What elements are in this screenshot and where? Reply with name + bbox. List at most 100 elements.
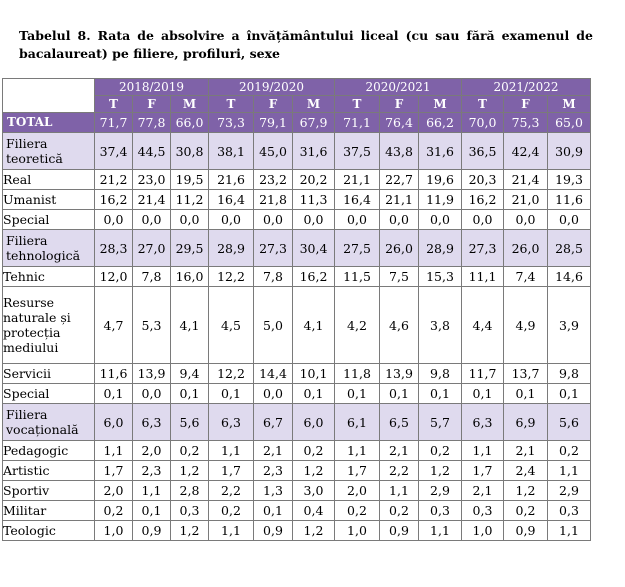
value-cell: 11,6 (547, 189, 591, 210)
value-cell: 12,2 (208, 266, 254, 287)
value-cell: 0,1 (208, 383, 254, 404)
value-cell: 1,2 (292, 520, 335, 541)
value-cell: 16,2 (292, 266, 335, 287)
value-cell: 5,6 (547, 403, 591, 441)
table-row: Umanist 16,2 21,4 11,2 16,4 21,8 11,3 16,4 21,1 1… (2, 189, 591, 210)
value-cell: 1,1 (334, 440, 380, 461)
value-cell: 1,7 (94, 460, 133, 481)
row-label: Tehnic (2, 266, 95, 287)
value-cell: 0,2 (94, 500, 133, 521)
value-cell: 0,9 (503, 520, 548, 541)
value-cell: 0,9 (132, 520, 171, 541)
value-cell: 31,6 (418, 132, 462, 170)
value-cell: 0,3 (418, 500, 462, 521)
value-cell: 12,2 (208, 363, 254, 384)
value-cell: 75,3 (503, 112, 548, 133)
value-cell: 0,2 (379, 500, 419, 521)
value-cell: 21,8 (253, 189, 293, 210)
value-cell: 38,1 (208, 132, 254, 170)
value-cell: 29,5 (170, 229, 209, 267)
value-cell: 22,7 (379, 169, 419, 190)
sex-header: M (418, 95, 462, 113)
value-cell: 4,4 (461, 286, 504, 364)
value-cell: 21,2 (94, 169, 133, 190)
value-cell: 7,5 (379, 266, 419, 287)
value-cell: 5,0 (253, 286, 293, 364)
value-cell: 71,1 (334, 112, 380, 133)
value-cell: 0,4 (292, 500, 335, 521)
value-cell: 6,3 (461, 403, 504, 441)
value-cell: 0,0 (334, 209, 380, 230)
value-cell: 11,9 (418, 189, 462, 210)
value-cell: 0,9 (253, 520, 293, 541)
value-cell: 21,4 (132, 189, 171, 210)
value-cell: 2,1 (379, 440, 419, 461)
row-label: Umanist (2, 189, 95, 210)
value-cell: 45,0 (253, 132, 293, 170)
value-cell: 67,9 (292, 112, 335, 133)
value-cell: 65,0 (547, 112, 591, 133)
value-cell: 2,2 (208, 480, 254, 501)
table-row: Sportiv 2,0 1,1 2,8 2,2 1,3 3,0 2,0 1,1 2,9 2,1 1,2… (2, 480, 591, 501)
value-cell: 0,1 (379, 383, 419, 404)
value-cell: 1,1 (418, 520, 462, 541)
value-cell: 27,0 (132, 229, 171, 267)
value-cell: 4,5 (208, 286, 254, 364)
value-cell: 0,0 (547, 209, 591, 230)
value-cell: 1,0 (461, 520, 504, 541)
value-cell: 0,1 (503, 383, 548, 404)
table-row: Militar 0,2 0,1 0,3 0,2 0,1 0,4 0,2 0,2 0,3 0,3 0,2… (2, 500, 591, 521)
year-header: 2019/2020 (208, 78, 335, 96)
value-cell: 16,2 (461, 189, 504, 210)
row-label: Sportiv (2, 480, 95, 501)
value-cell: 19,3 (547, 169, 591, 190)
value-cell: 1,7 (461, 460, 504, 481)
value-cell: 4,1 (292, 286, 335, 364)
value-cell: 0,0 (292, 209, 335, 230)
sex-header: F (253, 95, 293, 113)
value-cell: 1,7 (208, 460, 254, 481)
value-cell: 42,4 (503, 132, 548, 170)
sex-header: M (547, 95, 591, 113)
value-cell: 16,4 (208, 189, 254, 210)
sex-header: T (94, 95, 133, 113)
value-cell: 0,2 (547, 440, 591, 461)
corner-cell (2, 78, 95, 113)
table-title: Tabelul 8. Rata de absolvire a învățămân… (19, 28, 593, 61)
value-cell: 0,1 (418, 383, 462, 404)
value-cell: 2,9 (418, 480, 462, 501)
value-cell: 0,2 (418, 440, 462, 461)
value-cell: 11,3 (292, 189, 335, 210)
filiera-row: Filiera teoretică 37,4 44,5 30,8 38,1 45,0 31,… (2, 132, 591, 170)
value-cell: 0,2 (170, 440, 209, 461)
value-cell: 2,3 (253, 460, 293, 481)
value-cell: 5,7 (418, 403, 462, 441)
value-cell: 4,7 (94, 286, 133, 364)
value-cell: 1,2 (418, 460, 462, 481)
sex-header: F (132, 95, 171, 113)
value-cell: 71,7 (94, 112, 133, 133)
value-cell: 0,2 (334, 500, 380, 521)
value-cell: 6,3 (208, 403, 254, 441)
sex-header: M (170, 95, 209, 113)
value-cell: 27,3 (461, 229, 504, 267)
value-cell: 11,2 (170, 189, 209, 210)
value-cell: 21,1 (379, 189, 419, 210)
value-cell: 0,1 (461, 383, 504, 404)
value-cell: 0,1 (547, 383, 591, 404)
value-cell: 0,0 (208, 209, 254, 230)
value-cell: 0,2 (503, 500, 548, 521)
value-cell: 14,6 (547, 266, 591, 287)
value-cell: 3,8 (418, 286, 462, 364)
sex-header: F (379, 95, 419, 113)
value-cell: 27,5 (334, 229, 380, 267)
value-cell: 13,9 (132, 363, 171, 384)
value-cell: 11,1 (461, 266, 504, 287)
table-body: TOTAL 71,7 77,8 66,0 73,3 79,1 67,9 71,1 76,4 66,… (2, 112, 591, 541)
value-cell: 0,0 (132, 383, 171, 404)
value-cell: 0,1 (94, 383, 133, 404)
value-cell: 0,0 (253, 209, 293, 230)
value-cell: 2,1 (461, 480, 504, 501)
year-header: 2018/2019 (94, 78, 209, 96)
value-cell: 1,2 (170, 460, 209, 481)
